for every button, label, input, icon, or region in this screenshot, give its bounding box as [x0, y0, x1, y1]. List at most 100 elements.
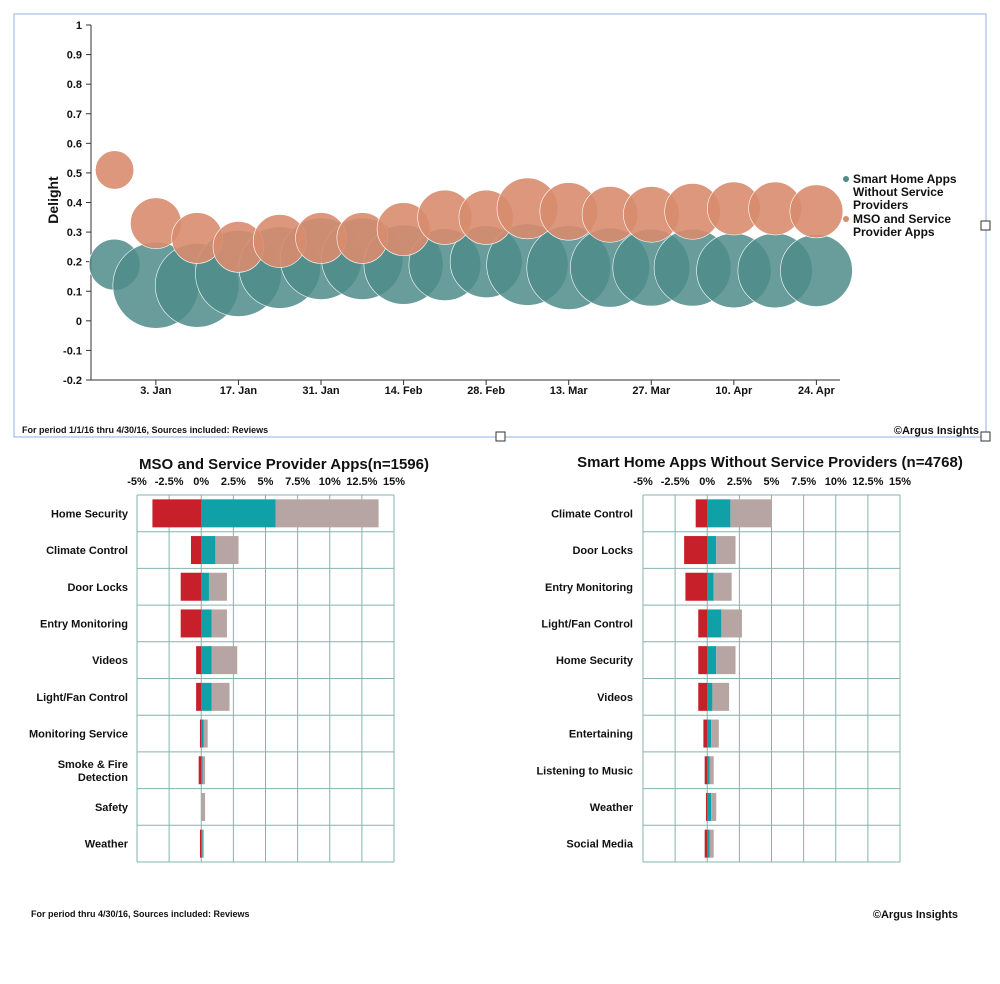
bar-neutral-home-security: [275, 499, 379, 528]
bar-neutral-videos: [712, 682, 730, 711]
legend-label-smart-home-apps-without-service-providers: Smart Home Apps Without Service Providers: [853, 172, 957, 212]
category-label-door-locks: Door Locks: [67, 582, 128, 594]
bar-positive-videos: [201, 646, 212, 675]
category-label-light-fan-control: Light/Fan Control: [541, 618, 633, 630]
bar-positive-entry-monitoring: [707, 572, 714, 601]
bar-positive-door-locks: [707, 536, 717, 565]
bubble-mso-and-service-provider-apps: [789, 184, 844, 239]
x-tick-label: 12.5%: [852, 476, 883, 488]
legend-label-mso-and-service-provider-apps: MSO and Service Provider Apps: [853, 212, 951, 239]
right-bar-chart: -5% -2.5% 0% 2.5% 5% 7.5% 10% 12.5% 15% Climate C…: [536, 476, 911, 863]
bar-negative-smoke-fire-detection: [198, 756, 202, 785]
x-tick-label: 10%: [825, 476, 847, 488]
bar-negative-light-fan-control: [196, 682, 202, 711]
category-label-videos: Videos: [597, 692, 633, 704]
bar-neutral-home-security: [716, 646, 736, 675]
x-tick-label: 7.5%: [285, 476, 310, 488]
bar-neutral-safety: [201, 792, 206, 821]
category-label-smoke-fire-detection: Smoke & Fire Detection: [58, 759, 129, 784]
x-tick-label: -2.5%: [661, 476, 690, 488]
bar-negative-listening-to-music: [704, 756, 708, 785]
bar-negative-videos: [698, 682, 708, 711]
bar-negative-climate-control: [190, 536, 202, 565]
resize-handle-right[interactable]: [980, 220, 991, 231]
bar-negative-door-locks: [180, 572, 202, 601]
bar-neutral-door-locks: [208, 572, 227, 601]
category-label-listening-to-music: Listening to Music: [536, 765, 633, 777]
resize-handle-bottom[interactable]: [495, 431, 506, 442]
bar-neutral-weather: [711, 792, 717, 821]
bar-negative-entry-monitoring: [685, 572, 708, 601]
x-tick-label: 24. Apr: [798, 385, 836, 397]
bubble-mso-and-service-provider-apps: [95, 150, 135, 190]
resize-handle-corner[interactable]: [980, 431, 991, 442]
x-tick-label: 3. Jan: [140, 385, 171, 397]
bar-neutral-weather: [202, 829, 204, 858]
bar-negative-light-fan-control: [698, 609, 708, 638]
y-tick-label: 0.8: [67, 79, 82, 91]
x-tick-label: -2.5%: [155, 476, 184, 488]
category-label-entertaining: Entertaining: [569, 729, 633, 741]
bar-neutral-videos: [211, 646, 238, 675]
bar-neutral-light-fan-control: [211, 682, 230, 711]
bar-negative-weather: [199, 829, 202, 858]
y-tick-label: 0.9: [67, 50, 82, 62]
bar-neutral-monitoring-service: [203, 719, 208, 748]
bar-neutral-listening-to-music: [709, 756, 714, 785]
bar-positive-weather: [707, 792, 712, 821]
bar-positive-climate-control: [707, 499, 731, 528]
y-tick-label: 0.3: [67, 227, 82, 239]
bar-negative-videos: [196, 646, 202, 675]
bar-positive-weather: [201, 829, 203, 858]
bubble-copyright: ©Argus Insights: [894, 425, 979, 437]
bar-neutral-entry-monitoring: [211, 609, 227, 638]
x-tick-label: 10. Apr: [715, 385, 753, 397]
bar-negative-social-media: [704, 829, 708, 858]
bar-positive-home-security: [201, 499, 276, 528]
y-tick-label: 0.7: [67, 109, 82, 121]
category-label-home-security: Home Security: [51, 508, 129, 520]
bar-negative-door-locks: [684, 536, 708, 565]
right-bar-title: Smart Home Apps Without Service Provider…: [577, 454, 963, 471]
x-tick-label: 28. Feb: [467, 385, 505, 397]
category-label-climate-control: Climate Control: [46, 545, 128, 557]
bubble-chart-marks: [88, 150, 853, 329]
bar-positive-listening-to-music: [707, 756, 710, 785]
bar-negative-weather: [705, 792, 708, 821]
left-bar-title: MSO and Service Provider Apps(n=1596): [139, 456, 429, 473]
x-tick-label: 10%: [319, 476, 341, 488]
category-label-entry-monitoring: Entry Monitoring: [40, 618, 128, 630]
x-tick-label: 0%: [699, 476, 715, 488]
x-tick-label: 27. Mar: [632, 385, 671, 397]
y-tick-label: 0.4: [67, 198, 83, 210]
bar-positive-climate-control: [201, 536, 216, 565]
bar-positive-light-fan-control: [201, 682, 212, 711]
bar-positive-monitoring-service: [201, 719, 204, 748]
bar-neutral-social-media: [709, 829, 714, 858]
category-label-monitoring-service: Monitoring Service: [29, 729, 128, 741]
bar-negative-entertaining: [703, 719, 708, 748]
y-tick-label: 0: [76, 316, 82, 328]
bar-positive-social-media: [707, 829, 710, 858]
bubble-footnote: For period 1/1/16 thru 4/30/16, Sources …: [22, 425, 268, 435]
y-tick-label: -0.1: [63, 345, 82, 357]
bar-negative-home-security: [698, 646, 708, 675]
x-tick-label: 2.5%: [221, 476, 246, 488]
legend-marker-smart-home-apps-without-service-providers: [843, 176, 849, 182]
category-label-social-media: Social Media: [566, 839, 634, 851]
bar-positive-entry-monitoring: [201, 609, 212, 638]
bar-neutral-entry-monitoring: [713, 572, 732, 601]
bar-positive-light-fan-control: [707, 609, 722, 638]
bar-positive-smoke-fire-detection: [201, 756, 203, 785]
bottom-footnote: For period thru 4/30/16, Sources include…: [31, 909, 250, 919]
y-tick-label: 0.1: [67, 286, 82, 298]
category-label-door-locks: Door Locks: [572, 545, 633, 557]
y-tick-label: 0.2: [67, 257, 82, 269]
bar-positive-home-security: [707, 646, 717, 675]
bar-neutral-climate-control: [215, 536, 239, 565]
x-tick-label: 2.5%: [727, 476, 752, 488]
x-tick-label: 15%: [889, 476, 911, 488]
x-tick-label: 12.5%: [346, 476, 377, 488]
bar-neutral-smoke-fire-detection: [202, 756, 206, 785]
